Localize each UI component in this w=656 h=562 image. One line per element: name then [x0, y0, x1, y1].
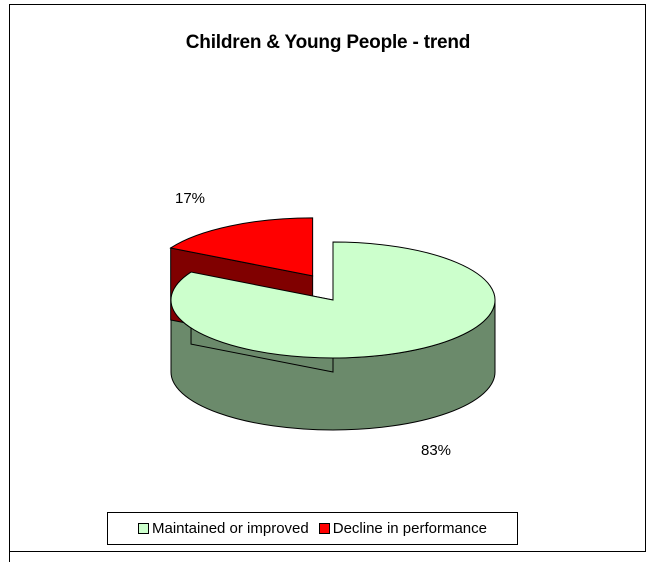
- pie-slice-1: [169, 217, 314, 277]
- legend-label-maintained: Maintained or improved: [152, 520, 309, 537]
- pie-slice-0: [170, 241, 496, 359]
- data-label-0: 83%: [421, 442, 451, 459]
- legend-item-decline: Decline in performance: [318, 520, 487, 537]
- data-label-1: 17%: [175, 190, 205, 207]
- chart-area: [9, 4, 646, 552]
- legend-item-maintained: Maintained or improved: [138, 520, 309, 537]
- legend-label-decline: Decline in performance: [332, 520, 487, 537]
- pie-chart: 83% 17%: [169, 190, 496, 459]
- legend-swatch-maintained: [138, 523, 149, 534]
- legend-swatch-decline: [318, 523, 330, 534]
- chart-title: Children & Young People - trend: [185, 32, 471, 53]
- axis-stub: [9, 552, 10, 562]
- legend: Maintained or improved Decline in perfor…: [107, 512, 518, 545]
